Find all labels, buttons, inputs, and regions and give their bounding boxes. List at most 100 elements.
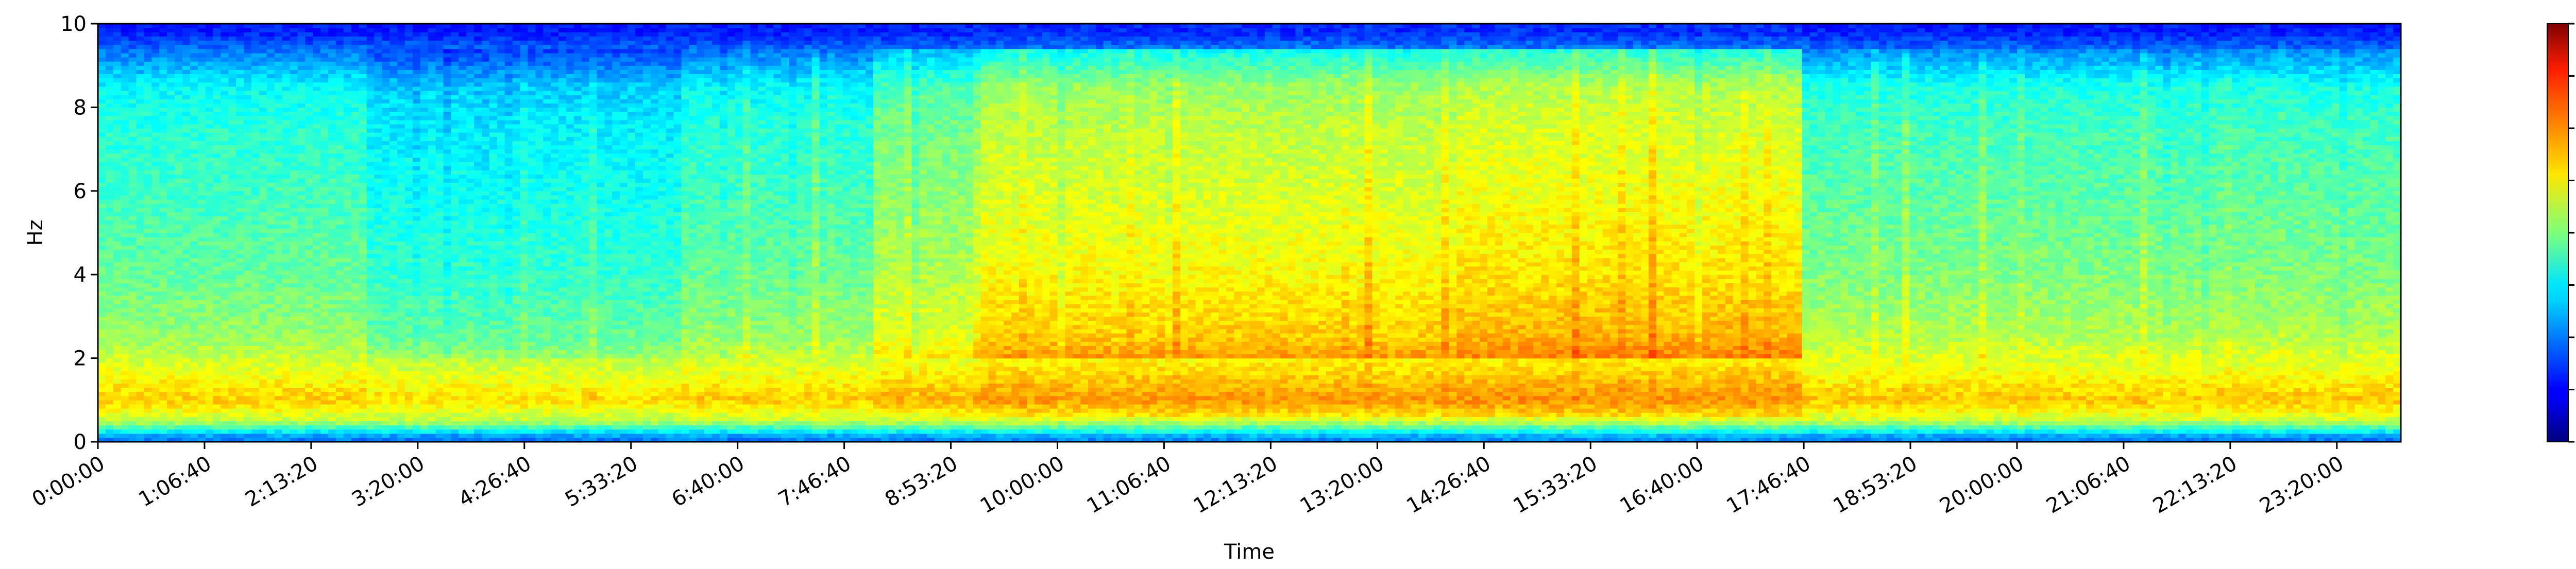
spectrogram-cell	[435, 329, 444, 334]
spectrogram-cell	[98, 312, 106, 317]
spectrogram-cell	[397, 350, 405, 355]
spectrogram-cell	[151, 329, 160, 334]
spectrogram-cell	[290, 245, 298, 250]
spectrogram-cell	[459, 115, 467, 120]
spectrogram-cell	[136, 40, 144, 45]
spectrogram-cell	[382, 233, 390, 237]
spectrogram-cell	[136, 237, 144, 242]
spectrogram-cell	[343, 366, 352, 371]
spectrogram-cell	[259, 274, 267, 279]
spectrogram-cell	[397, 400, 405, 405]
spectrogram-cell	[412, 366, 421, 371]
spectrogram-cell	[451, 61, 459, 66]
spectrogram-cell	[420, 157, 429, 162]
spectrogram-cell	[244, 74, 252, 79]
spectrogram-cell	[420, 65, 429, 70]
spectrogram-cell	[435, 74, 444, 79]
spectrogram-cell	[351, 124, 360, 129]
spectrogram-cell	[221, 216, 229, 221]
spectrogram-cell	[128, 136, 137, 141]
spectrogram-cell	[313, 412, 321, 417]
spectrogram-cell	[144, 429, 152, 434]
spectrogram-cell	[182, 316, 191, 321]
spectrogram-cell	[382, 308, 390, 313]
spectrogram-cell	[175, 224, 183, 229]
spectrogram-cell	[105, 304, 114, 308]
spectrogram-cell	[190, 429, 198, 434]
spectrogram-cell	[443, 362, 451, 367]
spectrogram-cell	[428, 316, 436, 321]
spectrogram-cell	[305, 295, 313, 300]
spectrogram-cell	[397, 408, 405, 413]
spectrogram-cell	[435, 40, 444, 45]
spectrogram-cell	[412, 329, 421, 334]
spectrogram-cell	[451, 350, 459, 355]
spectrogram-cell	[290, 295, 298, 300]
spectrogram-cell	[466, 186, 474, 192]
spectrogram-cell	[221, 274, 229, 279]
spectrogram-cell	[98, 370, 106, 375]
spectrogram-cell	[335, 283, 344, 288]
spectrogram-cell	[144, 412, 152, 417]
spectrogram-cell	[167, 203, 175, 208]
spectrogram-cell	[144, 153, 152, 158]
spectrogram-cell	[405, 53, 413, 58]
spectrogram-cell	[405, 308, 413, 313]
spectrogram-cell	[190, 324, 198, 330]
spectrogram-cell	[175, 95, 183, 99]
spectrogram-cell	[205, 224, 214, 229]
spectrogram-cell	[282, 111, 291, 116]
spectrogram-cell	[297, 320, 306, 325]
spectrogram-cell	[121, 124, 129, 129]
spectrogram-cell	[266, 383, 275, 388]
spectrogram-cell	[328, 36, 336, 41]
spectrogram-cell	[351, 44, 360, 49]
spectrogram-cell	[244, 304, 252, 308]
spectrogram-cell	[313, 157, 321, 162]
spectrogram-cell	[190, 28, 198, 32]
spectrogram-cell	[259, 95, 267, 99]
spectrogram-cell	[213, 128, 221, 133]
spectrogram-cell	[98, 74, 106, 79]
spectrogram-cell	[366, 86, 375, 91]
spectrogram-cell	[182, 157, 191, 162]
spectrogram-cell	[167, 346, 175, 350]
spectrogram-cell	[105, 433, 114, 438]
spectrogram-cell	[105, 111, 114, 116]
spectrogram-cell	[121, 61, 129, 66]
spectrogram-cell	[374, 191, 382, 196]
spectrogram-cell	[136, 233, 144, 237]
spectrogram-cell	[328, 425, 336, 430]
spectrogram-cell	[389, 362, 398, 367]
spectrogram-cell	[197, 350, 206, 355]
spectrogram-cell	[335, 241, 344, 246]
spectrogram-cell	[98, 224, 106, 229]
spectrogram-cell	[443, 128, 451, 133]
spectrogram-cell	[382, 48, 390, 54]
spectrogram-cell	[305, 195, 313, 200]
spectrogram-cell	[98, 262, 106, 267]
spectrogram-cell	[121, 103, 129, 108]
spectrogram-cell	[397, 153, 405, 158]
spectrogram-cell	[159, 132, 167, 137]
spectrogram-cell	[305, 90, 313, 95]
spectrogram-cell	[313, 324, 321, 330]
spectrogram-cell	[144, 74, 152, 79]
spectrogram-cell	[182, 61, 191, 66]
spectrogram-cell	[451, 107, 459, 112]
spectrogram-cell	[159, 299, 167, 304]
spectrogram-cell	[443, 70, 451, 75]
spectrogram-cell	[412, 86, 421, 91]
spectrogram-cell	[213, 299, 221, 304]
spectrogram-cell	[159, 216, 167, 221]
spectrogram-cell	[167, 182, 175, 187]
spectrogram-cell	[382, 379, 390, 384]
spectrogram-cell	[343, 370, 352, 375]
spectrogram-cell	[435, 128, 444, 133]
spectrogram-cell	[228, 99, 236, 104]
spectrogram-cell	[343, 186, 352, 192]
spectrogram-cell	[389, 111, 398, 116]
spectrogram-cell	[221, 53, 229, 58]
spectrogram-cell	[259, 316, 267, 321]
spectrogram-cell	[282, 166, 291, 170]
